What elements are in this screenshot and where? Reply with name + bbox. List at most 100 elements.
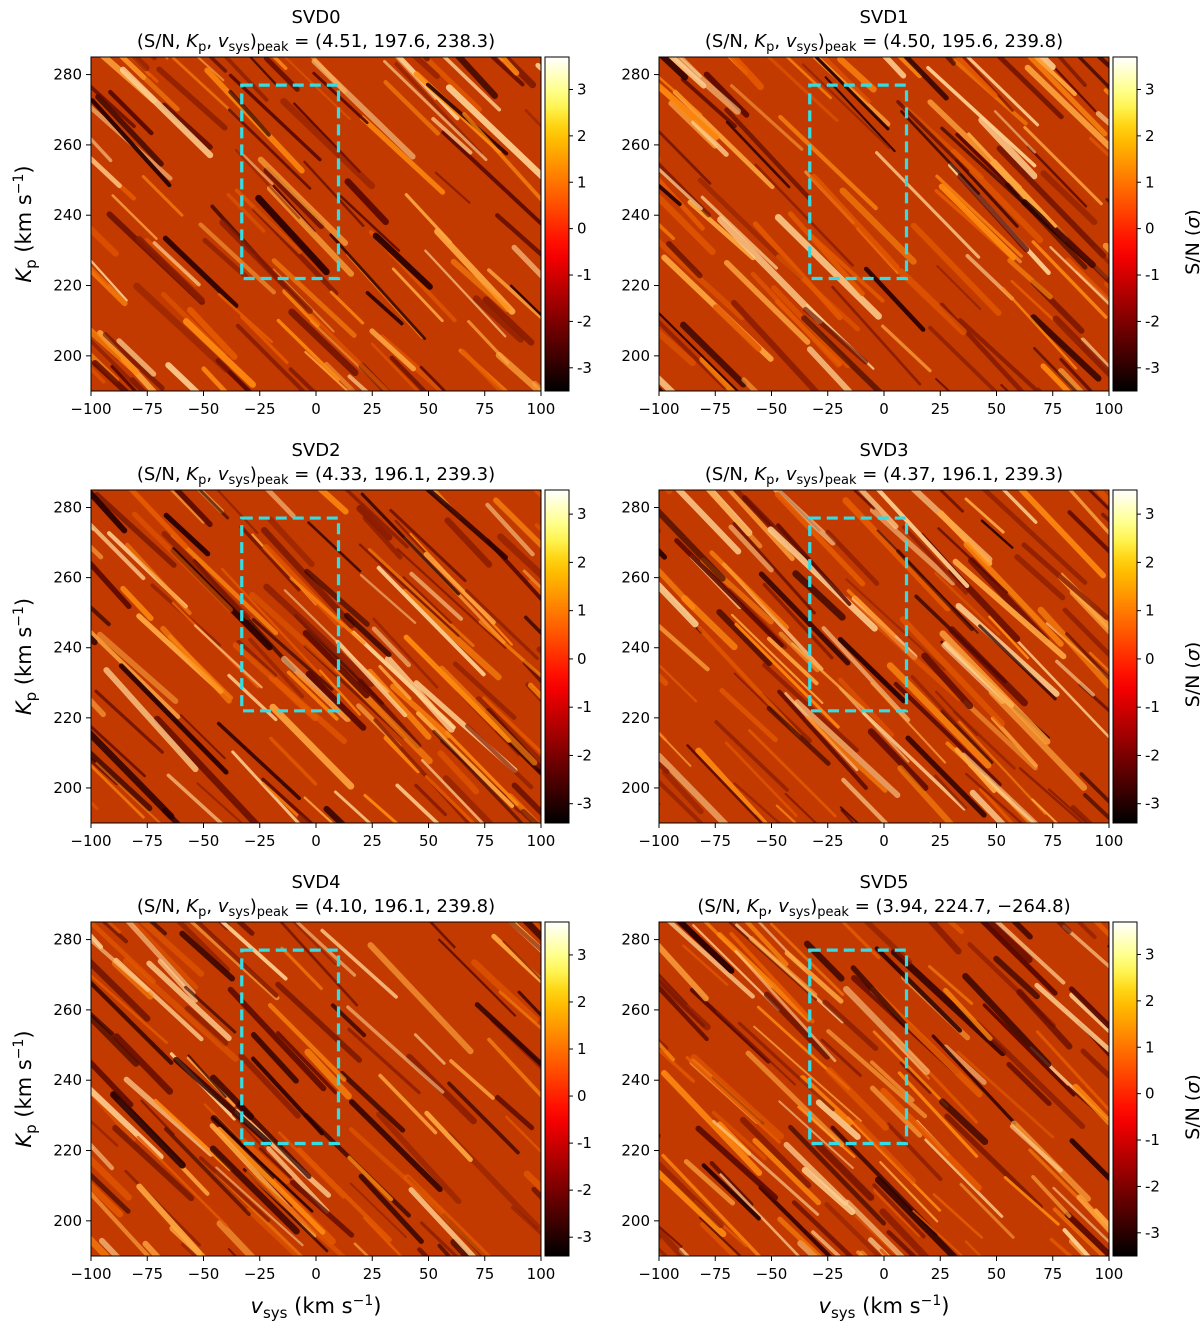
- y-tick-label: 280: [621, 931, 650, 949]
- y-tick-label: 220: [621, 709, 650, 727]
- x-tick-label: −75: [699, 1265, 731, 1283]
- colorbar-tick-label: 1: [577, 602, 587, 620]
- colorbar-tick-label: -3: [1145, 1224, 1160, 1242]
- x-tick-label: 25: [931, 832, 950, 850]
- x-axis-label: vsys (km s−1): [819, 1293, 950, 1322]
- panel-title: SVD4: [291, 872, 340, 893]
- heatmap-image: [91, 490, 541, 823]
- y-tick-label: 260: [621, 569, 650, 587]
- colorbar-tick-label: -3: [1145, 359, 1160, 377]
- y-tick-label: 260: [53, 136, 82, 154]
- x-tick-label: 50: [419, 400, 438, 418]
- x-tick-label: 25: [363, 832, 382, 850]
- peak-label: (S/N, Kp, vsys)peak = (4.50, 195.6, 239.…: [705, 31, 1063, 55]
- x-tick-label: −25: [244, 400, 276, 418]
- peak-label: (S/N, Kp, vsys)peak = (4.10, 196.1, 239.…: [137, 896, 495, 920]
- panel-svd2: −100 −75 −50 −25 0 25 50 75 100 200 220 240 260 280 SV…: [11, 440, 592, 850]
- search-region-box: [240, 948, 341, 1146]
- heatmap-image: [659, 57, 1109, 391]
- y-axis-label: Kp (km s−1): [11, 1030, 40, 1147]
- x-tick-label: −75: [131, 400, 163, 418]
- x-tick-label: 0: [311, 1265, 321, 1283]
- x-tick-label: −50: [756, 400, 788, 418]
- y-tick-label: 260: [621, 136, 650, 154]
- y-tick-label: 260: [53, 569, 82, 587]
- colorbar-tick-label: 1: [1145, 602, 1155, 620]
- y-tick-label: 200: [621, 1212, 650, 1230]
- panel-title: SVD0: [291, 7, 340, 28]
- colorbar: [544, 921, 570, 1257]
- x-tick-label: 0: [311, 400, 321, 418]
- colorbar-tick-label: 2: [1145, 553, 1155, 571]
- y-tick-label: 200: [621, 779, 650, 797]
- x-tick-label: 0: [879, 832, 889, 850]
- x-tick-label: −100: [70, 832, 111, 850]
- y-tick-label: 200: [621, 347, 650, 365]
- x-tick-label: −100: [638, 1265, 679, 1283]
- panel-title: SVD1: [859, 7, 908, 28]
- y-axis-label: Kp (km s−1): [11, 598, 40, 715]
- x-tick-label: −50: [188, 832, 220, 850]
- peak-label: (S/N, Kp, vsys)peak = (4.51, 197.6, 238.…: [137, 31, 495, 55]
- colorbar-tick-label: -3: [577, 359, 592, 377]
- colorbar-tick-label: 3: [1145, 80, 1155, 98]
- x-tick-label: 100: [1095, 1265, 1124, 1283]
- x-tick-label: 100: [527, 1265, 556, 1283]
- colorbar-tick-label: -1: [1145, 266, 1160, 284]
- x-tick-label: 50: [987, 832, 1006, 850]
- y-tick-label: 280: [53, 66, 82, 84]
- x-tick-label: 50: [987, 400, 1006, 418]
- x-tick-label: 75: [1043, 1265, 1062, 1283]
- peak-label: (S/N, Kp, vsys)peak = (4.37, 196.1, 239.…: [705, 464, 1063, 488]
- x-tick-label: −75: [131, 832, 163, 850]
- colorbar-tick-label: 3: [1145, 945, 1155, 963]
- x-tick-label: −25: [244, 1265, 276, 1283]
- colorbar-tick-label: 3: [577, 80, 587, 98]
- panel-svd1: −100 −75 −50 −25 0 25 50 75 100 200 220 240 260 280 SV…: [621, 7, 1200, 418]
- search-region-box: [240, 83, 341, 281]
- x-tick-label: 0: [879, 1265, 889, 1283]
- panel-svd0: −100 −75 −50 −25 0 25 50 75 100 200 220 240 260 280 SV…: [11, 7, 592, 418]
- colorbar-tick-label: -3: [577, 1228, 592, 1246]
- colorbar-label: S/N (σ): [1182, 1074, 1200, 1140]
- colorbar-tick-label: 3: [1145, 505, 1155, 523]
- panel-title: SVD5: [859, 872, 908, 893]
- colorbar-tick-label: -2: [577, 746, 592, 764]
- heatmap-image: [659, 922, 1109, 1256]
- colorbar-tick-label: 2: [577, 553, 587, 571]
- colorbar-tick-label: -2: [577, 312, 592, 330]
- colorbar-tick-label: 2: [1145, 127, 1155, 145]
- x-tick-label: 25: [931, 1265, 950, 1283]
- x-tick-label: −25: [812, 1265, 844, 1283]
- heatmap-image: [659, 490, 1109, 823]
- x-tick-label: −25: [812, 400, 844, 418]
- colorbar-label: S/N (σ): [1182, 642, 1200, 708]
- y-tick-label: 280: [53, 499, 82, 517]
- x-tick-label: 75: [475, 1265, 494, 1283]
- y-tick-label: 240: [53, 1071, 82, 1089]
- x-tick-label: 25: [363, 1265, 382, 1283]
- colorbar-tick-label: -2: [1145, 746, 1160, 764]
- colorbar-tick-label: 1: [577, 173, 587, 191]
- y-tick-label: 280: [621, 499, 650, 517]
- panel-title: SVD2: [291, 440, 340, 461]
- x-tick-label: 0: [311, 832, 321, 850]
- colorbar-tick-label: -1: [1145, 1131, 1160, 1149]
- colorbar: [1112, 489, 1138, 824]
- peak-label: (S/N, Kp, vsys)peak = (4.33, 196.1, 239.…: [137, 464, 495, 488]
- colorbar-tick-label: -3: [1145, 795, 1160, 813]
- x-tick-label: −75: [699, 832, 731, 850]
- y-tick-label: 260: [621, 1001, 650, 1019]
- colorbar-tick-label: -1: [577, 1134, 592, 1152]
- colorbar-tick-label: 0: [577, 220, 587, 238]
- colorbar-tick-label: 0: [577, 1087, 587, 1105]
- colorbar-tick-label: 0: [1145, 650, 1155, 668]
- y-tick-label: 200: [53, 1212, 82, 1230]
- colorbar-tick-label: -2: [1145, 312, 1160, 330]
- y-tick-label: 240: [621, 206, 650, 224]
- x-tick-label: 50: [419, 832, 438, 850]
- colorbar-tick-label: -3: [577, 795, 592, 813]
- colorbar-tick-label: 1: [1145, 1038, 1155, 1056]
- x-tick-label: 50: [987, 1265, 1006, 1283]
